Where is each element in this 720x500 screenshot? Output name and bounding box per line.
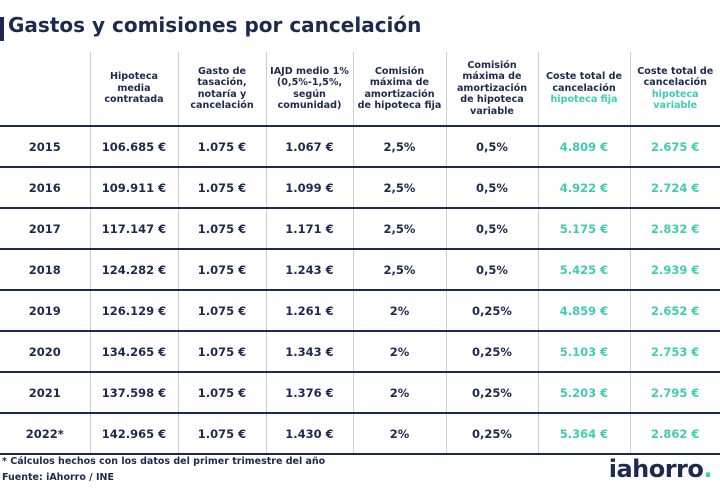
table-cell: 2% [352,331,446,373]
table-row: 2022* 142.965 €1.075 €1.430 €2% 0,25% 5.364… [0,413,720,455]
table-cell: 2,5% [352,126,446,168]
table-cell: 1.261 € [265,290,353,332]
table-cell: 5.364 € [537,413,630,455]
table-row: 2019 126.129 €1.075 €1.261 €2% 0,25% 4.859 … [0,290,720,332]
table-cell: 2.753 € [629,331,720,373]
table-header-row: Hipoteca media contratada Gasto de tasaci… [0,52,720,127]
column-header-label: Gasto de tasación, notaría y cancelación [190,65,254,112]
table-cell: 0,25% [445,372,538,414]
table-cell: 134.265 € [89,331,178,373]
column-header-5: Comisión máxima de amortización de hipot… [445,52,538,127]
column-header-label: Comisión máxima de amortización de hipot… [357,65,442,112]
table-cell: 1.075 € [177,331,266,373]
table-cell: 2,5% [352,208,446,250]
column-header-label: IAJD medio 1% (0,5%-1,5%, según comunida… [270,65,349,112]
table-cell: 1.075 € [177,290,266,332]
column-header-3: IAJD medio 1% (0,5%-1,5%, según comunida… [265,52,353,127]
table-cell: 2.724 € [629,167,720,209]
table-row: 2021 137.598 €1.075 €1.376 €2% 0,25% 5.203 … [0,372,720,414]
table-cell: 2.832 € [629,208,720,250]
table-cell: 4.809 € [537,126,630,168]
table-cell: 5.103 € [537,331,630,373]
column-header-0 [0,52,90,127]
table-cell: 5.175 € [537,208,630,250]
table-cell: 2,5% [352,167,446,209]
table-cell: 2% [352,290,446,332]
table-cell: 0,25% [445,331,538,373]
footnote: * Cálculos hechos con los datos del prim… [2,456,326,467]
table-cell: 4.859 € [537,290,630,332]
column-header-label: Coste total de cancelación [637,65,714,89]
table-cell: 1.075 € [177,208,266,250]
table-cell: 1.376 € [265,372,353,414]
table-cell: 4.922 € [537,167,630,209]
year-cell: 2021 [0,372,90,414]
table-cell: 0,5% [445,208,538,250]
table-cell: 0,5% [445,126,538,168]
table-cell: 124.282 € [89,249,178,291]
table-cell: 1.075 € [177,413,266,455]
table-cell: 2% [352,372,446,414]
table-cell: 1.067 € [265,126,353,168]
table-row: 2017 117.147 €1.075 €1.171 €2,5% 0,5% 5.175… [0,208,720,250]
table-cell: 1.075 € [177,126,266,168]
table-cell: 1.075 € [177,249,266,291]
title-accent-bar [0,17,4,41]
logo-dot: . [703,455,712,483]
column-header-2: Gasto de tasación, notaría y cancelación [177,52,266,127]
table-cell: 0,25% [445,413,538,455]
table-row: 2020 134.265 €1.075 €1.343 €2% 0,25% 5.103 … [0,331,720,373]
table-cell: 106.685 € [89,126,178,168]
table-cell: 137.598 € [89,372,178,414]
table-cell: 0,25% [445,290,538,332]
table-cell: 2.862 € [629,413,720,455]
table-cell: 2.939 € [629,249,720,291]
year-cell: 2015 [0,126,90,168]
column-header-highlight: hipoteca fija [550,94,618,106]
column-header-label: Hipoteca media contratada [104,71,164,106]
table-cell: 0,5% [445,167,538,209]
year-cell: 2018 [0,249,90,291]
table-body: 2015 106.685 €1.075 €1.067 €2,5% 0,5% 4.809… [0,126,720,455]
column-header-label: Comisión máxima de amortización de hipot… [456,59,528,117]
table-cell: 2.675 € [629,126,720,168]
column-header-highlight: hipoteca variable [651,88,699,112]
column-header-6: Coste total de cancelación hipoteca fija [537,52,630,127]
table-cell: 1.171 € [265,208,353,250]
table-cell: 5.203 € [537,372,630,414]
column-header-7: Coste total de cancelación hipoteca vari… [629,52,720,127]
table-cell: 1.343 € [265,331,353,373]
column-header-4: Comisión máxima de amortización de hipot… [352,52,446,127]
table-cell: 109.911 € [89,167,178,209]
year-cell: 2022* [0,413,90,455]
table-cell: 2.652 € [629,290,720,332]
costs-table: Hipoteca media contratada Gasto de tasaci… [0,52,720,455]
table-cell: 126.129 € [89,290,178,332]
logo-text: iahorro [608,455,704,483]
table-cell: 1.099 € [265,167,353,209]
table-cell: 0,5% [445,249,538,291]
source-note: Fuente: iAhorro / INE [2,472,114,483]
table-cell: 1.075 € [177,167,266,209]
table-cell: 1.243 € [265,249,353,291]
table-cell: 1.430 € [265,413,353,455]
table-cell: 117.147 € [89,208,178,250]
table-cell: 2.795 € [629,372,720,414]
column-header-label: Coste total de cancelación [545,71,622,94]
table-cell: 142.965 € [89,413,178,455]
year-cell: 2019 [0,290,90,332]
table-cell: 2,5% [352,249,446,291]
table-cell: 5.425 € [537,249,630,291]
year-cell: 2016 [0,167,90,209]
year-cell: 2020 [0,331,90,373]
column-header-1: Hipoteca media contratada [89,52,178,127]
year-cell: 2017 [0,208,90,250]
page-title: Gastos y comisiones por cancelación [8,13,422,37]
iahorro-logo: iahorro. [608,455,713,483]
table-cell: 1.075 € [177,372,266,414]
table-row: 2015 106.685 €1.075 €1.067 €2,5% 0,5% 4.809… [0,126,720,168]
table-row: 2016 109.911 €1.075 €1.099 €2,5% 0,5% 4.922… [0,167,720,209]
table-cell: 2% [352,413,446,455]
table-row: 2018 124.282 €1.075 €1.243 €2,5% 0,5% 5.425… [0,249,720,291]
